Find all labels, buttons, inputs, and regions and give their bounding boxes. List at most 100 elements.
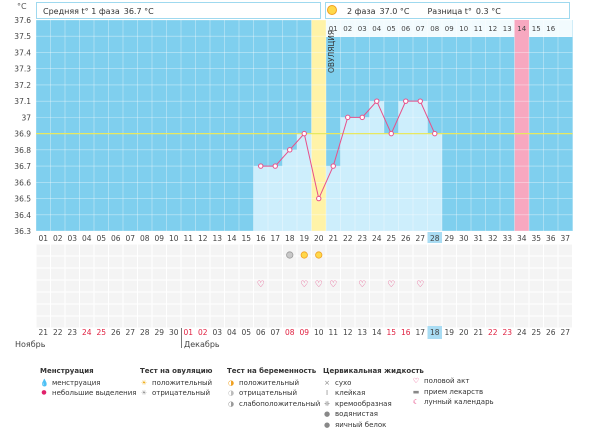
- today-highlight-bottom: [427, 326, 442, 339]
- calendar-cell: [123, 244, 137, 256]
- calendar-cell: [544, 304, 558, 316]
- date-label: 22: [488, 328, 498, 337]
- calendar-cell: [254, 244, 268, 256]
- date-label: 20: [459, 328, 469, 337]
- calendar-cell: [210, 280, 224, 292]
- legend-item: 💧 менструация: [40, 378, 101, 387]
- calendar-cell: [384, 280, 398, 292]
- calendar-cell: [152, 292, 166, 304]
- calendar-cell: [413, 280, 427, 292]
- cycle-day-label: 06: [111, 234, 121, 243]
- post-ovulation-day-label: 07: [416, 25, 425, 33]
- legend-cervical-title: Цервикальная жидкость: [323, 367, 424, 375]
- sticky-icon: Ⅰ: [325, 389, 329, 397]
- calendar-cell: [326, 304, 340, 316]
- calendar-cell: [312, 280, 326, 292]
- calendar-cell: [65, 292, 79, 304]
- today-highlight-top: [427, 232, 442, 243]
- date-label: 09: [299, 328, 309, 337]
- pill-icon: ▬: [412, 387, 420, 396]
- calendar-cell: [167, 304, 181, 316]
- post-ovulation-day-label: 09: [445, 25, 454, 33]
- date-label: 01: [183, 328, 193, 337]
- calendar-cell: [457, 256, 471, 268]
- calendar-cell: [167, 292, 181, 304]
- cycle-day-label: 13: [212, 234, 222, 243]
- calendar-cell: [239, 256, 253, 268]
- calendar-cell: [355, 292, 369, 304]
- calendar-cell: [283, 304, 297, 316]
- calendar-cell: [51, 316, 65, 328]
- cycle-day-label: 22: [343, 234, 353, 243]
- date-label: 14: [372, 328, 382, 337]
- date-label: 02: [198, 328, 208, 337]
- cycle-day-label: 19: [299, 234, 309, 243]
- calendar-cell: [529, 316, 543, 328]
- calendar-cell: [210, 304, 224, 316]
- temperature-point: [432, 130, 438, 137]
- y-tick-label: 37.2: [14, 81, 31, 90]
- legend-item: ☾ лунный календарь: [412, 398, 494, 406]
- temperature-bar: [340, 117, 355, 231]
- heart-icon: ♡: [315, 280, 323, 290]
- calendar-cell: [80, 304, 94, 316]
- calendar-cell: [558, 256, 572, 268]
- calendar-cell: [500, 316, 514, 328]
- post-ovulation-day-label: 12: [488, 25, 497, 33]
- heart-icon: ♡: [358, 280, 366, 290]
- calendar-cell: [196, 280, 210, 292]
- calendar-cell: [80, 256, 94, 268]
- cycle-day-label: 23: [357, 234, 367, 243]
- heart-icon: ♡: [387, 280, 395, 290]
- period-strip-cell: [514, 20, 529, 37]
- date-label: 10: [314, 328, 324, 337]
- cycle-day-label: 30: [459, 234, 469, 243]
- temperature-point: [388, 130, 394, 137]
- calendar-cell: [167, 280, 181, 292]
- calendar-cell: [457, 244, 471, 256]
- calendar-cell: [486, 316, 500, 328]
- calendar-cell: [413, 316, 427, 328]
- calendar-cell: [283, 292, 297, 304]
- temperature-bar: [355, 117, 370, 231]
- post-ovulation-day-label: 13: [503, 25, 512, 33]
- calendar-cell: [312, 244, 326, 256]
- legend-item: ◑ слабоположительный: [227, 399, 321, 408]
- phase2-label: 2 фаза: [347, 7, 376, 16]
- date-label: 21: [38, 328, 48, 337]
- cycle-day-label: 04: [82, 234, 92, 243]
- temperature-point: [330, 163, 336, 169]
- date-label: 26: [111, 328, 121, 337]
- calendar-cell: [355, 280, 369, 292]
- calendar-cell: [500, 280, 514, 292]
- x-axis-labels: 01 21 02 22 03 23 04 24 05 25 06 26 07 27 08 28 09 29 10 30…: [38, 232, 570, 339]
- temperature-bar: [282, 149, 297, 231]
- calendar-cell: [355, 304, 369, 316]
- legend-item: ▬ прием лекарств: [412, 387, 484, 396]
- calendar-cell: [413, 244, 427, 256]
- calendar-cell: [544, 244, 558, 256]
- calendar-cell: [225, 256, 239, 268]
- date-label: 23: [67, 328, 77, 337]
- cycle-day-label: 32: [488, 234, 498, 243]
- calendar-cell: [457, 316, 471, 328]
- diff-label: Разница t°: [427, 7, 472, 16]
- calendar-cell: [471, 280, 485, 292]
- calendar-cell: [297, 280, 311, 292]
- calendar-cell: [225, 268, 239, 280]
- y-tick-label: 36.4: [14, 211, 31, 220]
- calendar-cell: [65, 304, 79, 316]
- calendar-cell: [138, 292, 152, 304]
- calendar-cell: [254, 316, 268, 328]
- calendar-cell: [558, 268, 572, 280]
- calendar-cell: [254, 304, 268, 316]
- calendar-cell: [152, 268, 166, 280]
- calendar-cell: [51, 280, 65, 292]
- diff-value: 0.3 °C: [475, 7, 501, 16]
- calendar-cell: [515, 304, 529, 316]
- calendar-cell: [529, 244, 543, 256]
- calendar-cell: [196, 316, 210, 328]
- calendar-cell: [138, 304, 152, 316]
- calendar-cell: [486, 268, 500, 280]
